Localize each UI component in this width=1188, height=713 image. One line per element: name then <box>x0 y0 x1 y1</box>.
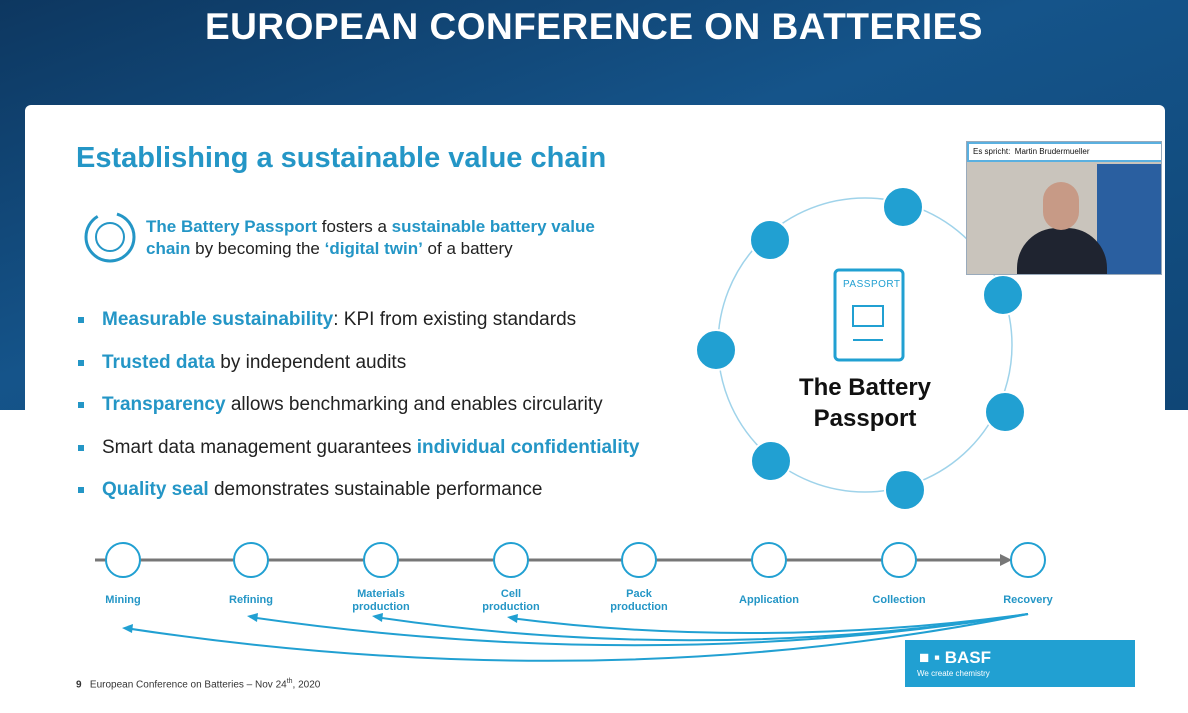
arrowheads <box>122 613 518 633</box>
text-segment: ‘digital twin’ <box>324 239 423 258</box>
chain-label: Mining <box>105 594 141 606</box>
bullet: Quality seal demonstrates sustainable pe… <box>102 479 542 501</box>
footer: 9 European Conference on Batteries – Nov… <box>76 678 320 690</box>
intro-icon-inner <box>95 222 125 252</box>
speaker-video: Es spricht: Martin Brudermueller <box>966 141 1162 275</box>
text-segment: by becoming the <box>190 239 325 258</box>
slide-title: Establishing a sustainable value chain <box>76 142 607 174</box>
speaker-label: Es spricht: <box>973 147 1011 156</box>
ring-icons <box>695 186 1026 511</box>
bullet: Smart data management guarantees individ… <box>102 437 640 459</box>
text-segment: sustainable battery value chain <box>146 217 600 258</box>
bullet-marker <box>78 487 84 493</box>
bullet: Trusted data by independent audits <box>102 352 406 374</box>
text-segment: by independent audits <box>214 351 407 373</box>
chain-label: Application <box>739 594 799 606</box>
chain-label: Refining <box>229 594 273 606</box>
chain-label: Recovery <box>1003 594 1053 606</box>
page-number: 9 <box>76 679 82 691</box>
passport-title-1: The Battery <box>798 374 932 401</box>
bullet: Measurable sustainability: KPI from exis… <box>102 309 576 331</box>
text-segment: Quality seal <box>102 479 209 500</box>
chain-label: Pack production <box>610 588 668 613</box>
text-segment: allows benchmarking and enables circular… <box>225 394 603 415</box>
chain-label: Cell production <box>482 588 540 613</box>
chain-arrow <box>1000 554 1012 566</box>
intro-text: The Battery Passport fosters a sustainab… <box>146 216 616 260</box>
video-face <box>1043 182 1079 230</box>
bullet-marker <box>78 317 84 323</box>
text-segment: individual confidentiality <box>416 436 640 458</box>
text-segment: Measurable sustainability <box>102 309 334 330</box>
basf-logo: ■ ▪ BASF We create chemistry <box>905 640 1135 687</box>
video-backdrop <box>1097 164 1161 274</box>
footer-tail: , 2020 <box>292 679 321 691</box>
text-segment: Smart data management guarantees <box>102 436 417 458</box>
chain-label: Materials production <box>352 588 410 613</box>
bullet-marker <box>78 402 84 408</box>
chain-icons <box>105 542 1046 578</box>
speaker-name: Martin Brudermueller <box>1014 147 1090 156</box>
text-segment: fosters a <box>317 217 392 236</box>
passport-icon <box>833 268 905 362</box>
intro-icon <box>84 211 136 263</box>
return-arrows <box>124 613 1029 662</box>
text-segment: The Battery Passport <box>146 217 317 236</box>
logo-word: BASF <box>944 648 992 667</box>
video-person <box>1017 228 1107 274</box>
passport-badge: PASSPORT <box>843 279 901 290</box>
speaker-bar: Es spricht: Martin Brudermueller <box>967 142 1161 162</box>
passport-title-2: Passport <box>813 405 917 432</box>
footer-text: European Conference on Batteries – Nov 2… <box>89 679 287 691</box>
chain-label: Collection <box>872 594 926 606</box>
text-segment: : KPI from existing standards <box>333 309 577 330</box>
bullet-marker <box>78 359 84 366</box>
footer-sup: th <box>286 678 293 685</box>
text-segment: of a battery <box>422 239 513 258</box>
bullet: Transparency allows benchmarking and ena… <box>102 394 603 416</box>
logo-name: ■ ▪ BASF <box>919 648 992 667</box>
bullet-marker <box>78 444 84 451</box>
text-segment: Trusted data <box>102 351 215 373</box>
text-segment: Transparency <box>102 394 226 415</box>
header-title: EUROPEAN CONFERENCE ON BATTERIES <box>205 6 983 47</box>
battery-icon <box>852 305 884 327</box>
logo-tagline: We create chemistry <box>917 669 990 678</box>
text-segment: demonstrates sustainable performance <box>208 479 543 500</box>
